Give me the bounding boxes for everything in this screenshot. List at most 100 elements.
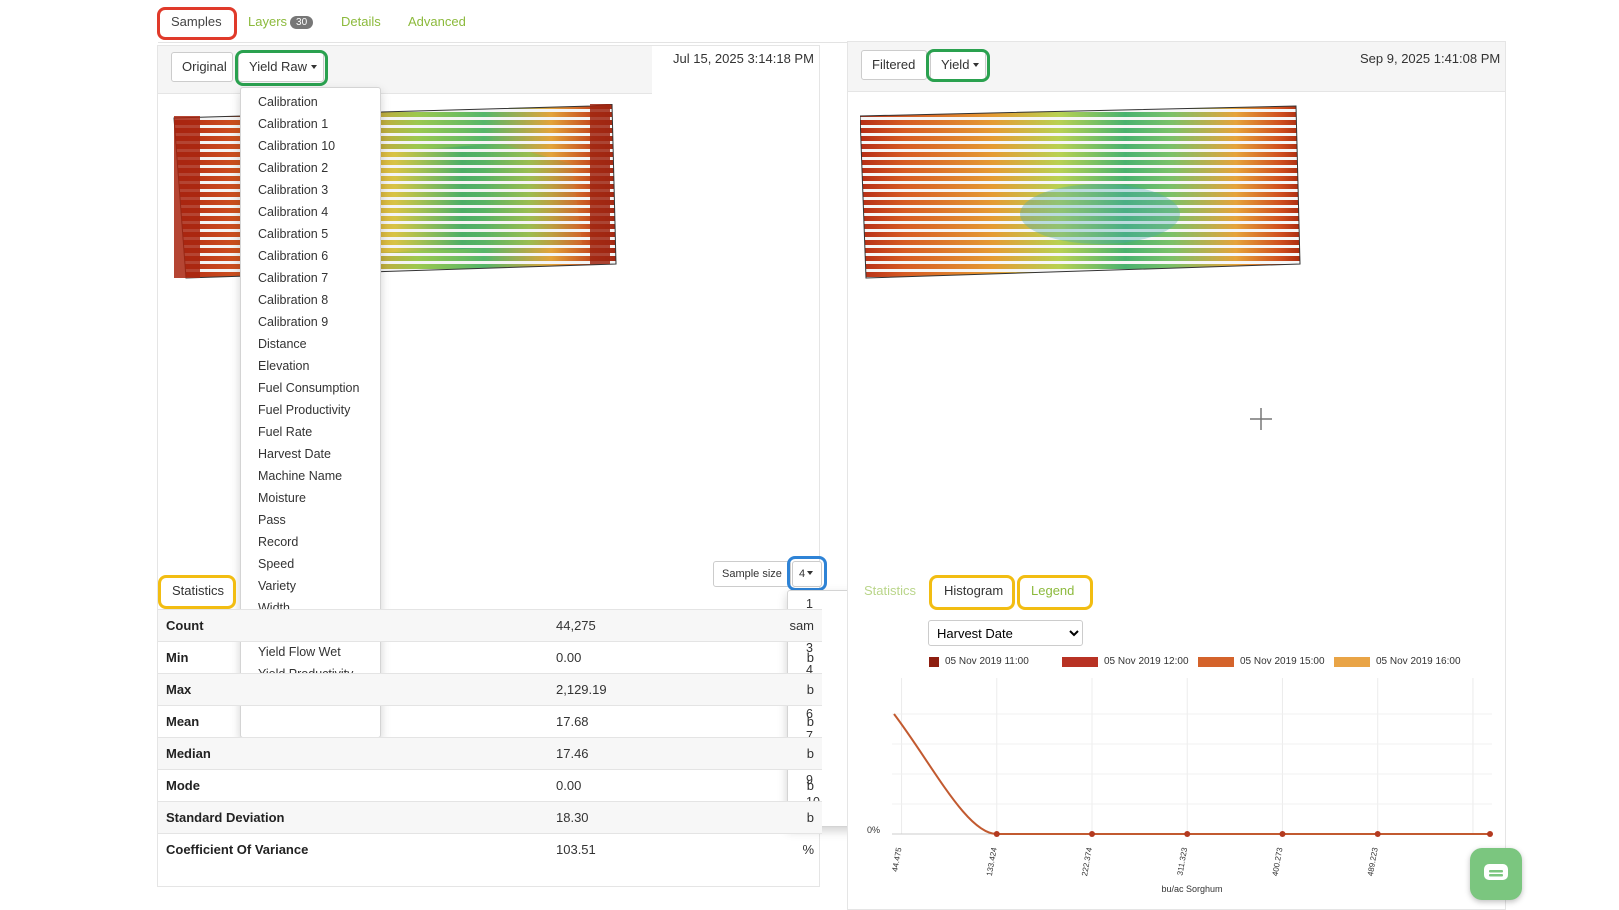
chat-icon: [1484, 864, 1508, 880]
legend-swatch: [929, 656, 939, 667]
legend-item[interactable]: 05 Nov 2019 15:00: [1198, 656, 1325, 667]
stat-label: Mean: [158, 705, 548, 738]
sample-size-label: Sample size: [713, 561, 791, 587]
layer-menu-item[interactable]: Calibration 8: [258, 293, 329, 307]
histogram-tab[interactable]: Histogram: [944, 583, 1004, 598]
yield-raw-label: Yield Raw: [249, 59, 308, 74]
stat-value: 18.30: [548, 801, 768, 834]
legend-label: 05 Nov 2019 11:00: [945, 656, 1029, 667]
data-point: [1487, 831, 1493, 837]
stat-unit: b: [768, 769, 822, 802]
data-point: [1089, 831, 1095, 837]
table-row: Mean 17.68 b: [158, 705, 822, 738]
table-row: Median 17.46 b: [158, 737, 822, 770]
stat-unit: b: [768, 737, 822, 770]
layer-menu-item[interactable]: Calibration: [258, 95, 318, 109]
layer-menu-item[interactable]: Fuel Rate: [258, 425, 313, 439]
tab-layers-label: Layers: [248, 14, 288, 29]
chevron-down-icon: [973, 63, 980, 67]
crosshair-icon: [1250, 408, 1272, 430]
group-by-select[interactable]: Harvest Date: [928, 620, 1083, 646]
statistics-table: Count 44,275 sam Min 0.00 b Max 2,129.19 b Mean 17…: [158, 609, 822, 866]
tab-divider: [158, 42, 1506, 43]
stat-unit: b: [768, 673, 822, 706]
data-point: [1374, 831, 1381, 837]
layer-menu-item[interactable]: Variety: [258, 579, 296, 593]
layer-menu-item[interactable]: Calibration 7: [258, 271, 329, 285]
stat-value: 17.46: [548, 737, 768, 770]
stat-value: 0.00: [548, 641, 768, 674]
data-point: [993, 831, 1000, 837]
chevron-down-icon: [807, 571, 814, 575]
layer-menu-item[interactable]: Speed: [258, 557, 295, 571]
right-statistics-tab[interactable]: Statistics: [864, 583, 917, 598]
chevron-down-icon: [311, 65, 318, 69]
table-row: Max 2,129.19 b: [158, 673, 822, 706]
x-tick-label: 400.273: [1271, 846, 1285, 877]
layers-count-badge: 30: [290, 16, 314, 29]
layer-menu-item[interactable]: Fuel Productivity: [258, 403, 351, 417]
layer-menu-item[interactable]: Calibration 3: [258, 183, 329, 197]
data-point: [1184, 831, 1191, 837]
sample-size-value: 4: [799, 568, 806, 580]
tab-samples[interactable]: Samples: [171, 14, 222, 29]
data-point: [1279, 831, 1286, 837]
stat-unit: sam: [768, 609, 822, 642]
stat-value: 44,275: [548, 609, 768, 642]
sample-size-button[interactable]: 4: [792, 561, 822, 587]
yield-raw-layer-button[interactable]: Yield Raw: [238, 52, 324, 82]
x-tick-label: 489.223: [1366, 846, 1380, 877]
legend-label: 05 Nov 2019 16:00: [1376, 656, 1461, 667]
table-row: Count 44,275 sam: [158, 609, 822, 642]
layer-menu-item[interactable]: Fuel Consumption: [258, 381, 360, 395]
stat-label: Max: [158, 673, 548, 706]
layer-menu-item[interactable]: Calibration 10: [258, 139, 336, 153]
yield-layer-button[interactable]: Yield: [930, 50, 986, 80]
x-tick-label: 133.424: [985, 846, 999, 877]
x-tick-label: 44.475: [890, 846, 903, 872]
stat-value: 2,129.19: [548, 673, 768, 706]
left-statistics-tab[interactable]: Statistics: [172, 583, 225, 598]
legend-tab[interactable]: Legend: [1031, 583, 1075, 598]
right-yield-map[interactable]: [860, 104, 1302, 282]
layer-menu-item[interactable]: Calibration 4: [258, 205, 329, 219]
tab-advanced[interactable]: Advanced: [408, 14, 466, 29]
left-timestamp: Jul 15, 2025 3:14:18 PM: [673, 51, 814, 66]
table-row: Coefficient Of Variance 103.51%: [158, 833, 822, 866]
layer-menu-item[interactable]: Calibration 1: [258, 117, 329, 131]
layer-menu-item[interactable]: Harvest Date: [258, 447, 331, 461]
stat-unit: b: [768, 641, 822, 674]
table-row: Standard Deviation 18.30 b: [158, 801, 822, 834]
stat-label: Coefficient Of Variance: [158, 833, 548, 866]
layer-menu-item[interactable]: Pass: [258, 513, 286, 527]
x-tick-label: 311.323: [1175, 846, 1189, 876]
original-button[interactable]: Original: [171, 52, 233, 82]
left-yield-map[interactable]: [172, 104, 618, 282]
x-tick-label: 222.374: [1080, 846, 1094, 877]
legend-item[interactable]: 05 Nov 2019 16:00: [1334, 656, 1461, 667]
sample-size-option[interactable]: 1: [806, 597, 813, 611]
tab-details[interactable]: Details: [341, 14, 381, 29]
layer-menu-item[interactable]: Calibration 9: [258, 315, 329, 329]
stat-label: Median: [158, 737, 548, 770]
layer-menu-item[interactable]: Moisture: [258, 491, 306, 505]
yield-label: Yield: [941, 57, 970, 72]
table-row: Mode 0.00 b: [158, 769, 822, 802]
layer-menu-item[interactable]: Calibration 6: [258, 249, 329, 263]
histogram-chart: 0% 44.475 133.424 222.374 311.323 400.273 489.…: [867, 678, 1493, 894]
layer-menu-item[interactable]: Elevation: [258, 359, 310, 373]
layer-menu-item[interactable]: Calibration 2: [258, 161, 329, 175]
layer-menu-item[interactable]: Distance: [258, 337, 307, 351]
layer-menu-item[interactable]: Machine Name: [258, 469, 343, 483]
layer-menu-item[interactable]: Calibration 5: [258, 227, 329, 241]
stat-label: Count: [158, 609, 548, 642]
legend-item[interactable]: 05 Nov 2019 11:00: [929, 656, 1029, 667]
filtered-button[interactable]: Filtered: [861, 50, 927, 80]
legend-swatch: [1334, 656, 1370, 667]
tab-layers[interactable]: Layers 30: [248, 14, 314, 29]
legend-label: 05 Nov 2019 12:00: [1104, 656, 1189, 667]
stat-unit: %: [768, 833, 822, 866]
legend-item[interactable]: 05 Nov 2019 12:00: [1062, 656, 1189, 667]
layer-menu-item[interactable]: Record: [258, 535, 299, 549]
chat-button[interactable]: [1470, 848, 1522, 900]
